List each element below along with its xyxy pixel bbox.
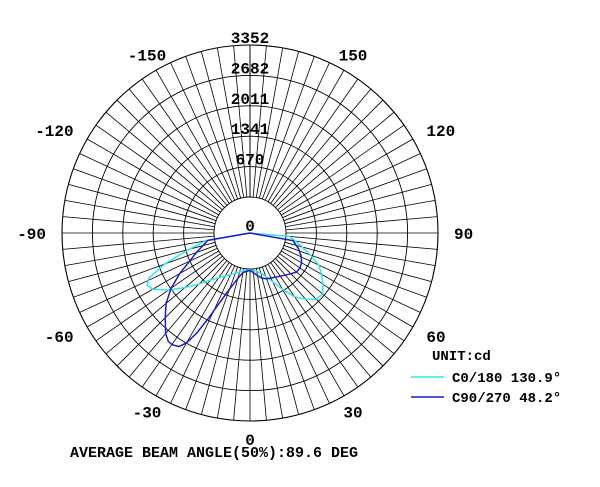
radial-spoke	[255, 47, 284, 198]
radial-spoke	[216, 47, 245, 198]
radial-spoke	[282, 247, 421, 313]
radial-tick-label: 3352	[231, 30, 269, 48]
radial-spoke	[277, 255, 395, 355]
radial-tick-label: 670	[236, 152, 265, 170]
radial-tick-label: 1341	[231, 121, 269, 139]
radial-spoke	[170, 62, 236, 201]
radial-spoke	[170, 265, 236, 404]
radial-spoke	[105, 111, 223, 211]
radial-spoke	[95, 124, 221, 213]
radial-spoke	[155, 263, 233, 397]
radial-spoke	[141, 262, 230, 388]
radial-spoke	[283, 168, 427, 222]
radial-spoke	[261, 266, 315, 410]
radial-spoke	[280, 138, 414, 216]
radial-spoke	[283, 244, 427, 298]
radial-spoke	[285, 199, 436, 228]
angle-tick-label: -30	[133, 404, 162, 422]
radial-spoke	[279, 124, 405, 213]
intensity-curves	[146, 232, 324, 348]
angle-tick-label: -150	[128, 48, 166, 66]
radial-spoke	[264, 62, 330, 201]
radial-spoke	[267, 263, 345, 397]
angle-tick-label: 60	[426, 329, 445, 347]
radial-spoke	[64, 238, 215, 267]
radial-spoke	[267, 69, 345, 203]
radial-spoke	[258, 267, 300, 415]
angle-tick-label: 120	[426, 123, 455, 141]
angle-tick-label: 90	[454, 226, 473, 244]
radial-spoke	[86, 138, 220, 216]
radial-spoke	[252, 268, 267, 421]
radial-spoke	[258, 51, 300, 199]
radial-spoke	[275, 258, 384, 367]
radial-spoke	[285, 238, 436, 267]
radial-spoke	[216, 268, 245, 419]
radial-spoke	[285, 235, 438, 250]
radial-spoke	[68, 183, 216, 225]
radial-spoke	[277, 111, 395, 211]
radial-spoke	[62, 216, 215, 231]
radial-spoke	[64, 199, 215, 228]
radial-spoke	[285, 216, 438, 231]
radial-spoke	[255, 268, 284, 419]
radial-spoke	[261, 56, 315, 200]
angle-tick-label: 30	[343, 404, 362, 422]
radial-spoke	[270, 262, 359, 388]
radial-spoke	[272, 88, 372, 206]
radial-spoke	[280, 250, 414, 328]
legend-label-c0: C0/180 130.9°	[452, 371, 561, 387]
radial-spoke	[116, 99, 225, 208]
radial-spoke	[79, 153, 218, 219]
radial-spoke	[200, 51, 242, 199]
radial-spoke	[62, 235, 215, 250]
angle-tick-label: 150	[339, 48, 368, 66]
radial-spoke	[128, 88, 228, 206]
radial-spoke	[141, 78, 230, 204]
radial-spoke	[282, 153, 421, 219]
radial-spoke	[128, 260, 228, 378]
radial-spoke	[284, 183, 432, 225]
radial-spoke	[155, 69, 233, 203]
beam-angle-footer: AVERAGE BEAM ANGLE(50%):89.6 DEG	[70, 445, 358, 462]
angle-tick-label: 0	[245, 432, 255, 450]
radial-spoke	[284, 241, 432, 283]
radial-spoke	[73, 168, 217, 222]
angle-tick-label: -120	[35, 123, 73, 141]
radial-spoke	[233, 268, 248, 421]
radial-spoke	[270, 78, 359, 204]
radial-spoke	[233, 45, 248, 198]
radial-spoke	[264, 265, 330, 404]
radial-spoke	[116, 258, 225, 367]
radial-tick-label: 2682	[231, 60, 269, 78]
angle-tick-label: -90	[17, 226, 46, 244]
radial-tick-label: 2011	[231, 91, 269, 109]
radial-spoke	[68, 241, 216, 283]
unit-label: UNIT:cd	[432, 349, 491, 365]
radial-spoke	[275, 99, 384, 208]
series-c0-180-curve	[146, 232, 324, 300]
radial-tick-label: 0	[245, 218, 255, 236]
series-c90-270-curve	[164, 232, 303, 348]
axis-labels: 0 670 1341 2011 2682 3352 -150 150 -120 120 -90 90 -…	[17, 30, 473, 450]
radial-spoke	[252, 45, 267, 198]
legend: UNIT:cd C0/180 130.9° C90/270 48.2°	[411, 349, 561, 407]
radial-spoke	[272, 260, 372, 378]
radial-spoke	[73, 244, 217, 298]
radial-spoke	[105, 255, 223, 355]
angle-tick-label: -60	[45, 329, 74, 347]
radial-spoke	[185, 56, 239, 200]
radial-spoke	[95, 253, 221, 342]
radial-spoke	[200, 267, 242, 415]
legend-label-c90: C90/270 48.2°	[452, 391, 561, 407]
